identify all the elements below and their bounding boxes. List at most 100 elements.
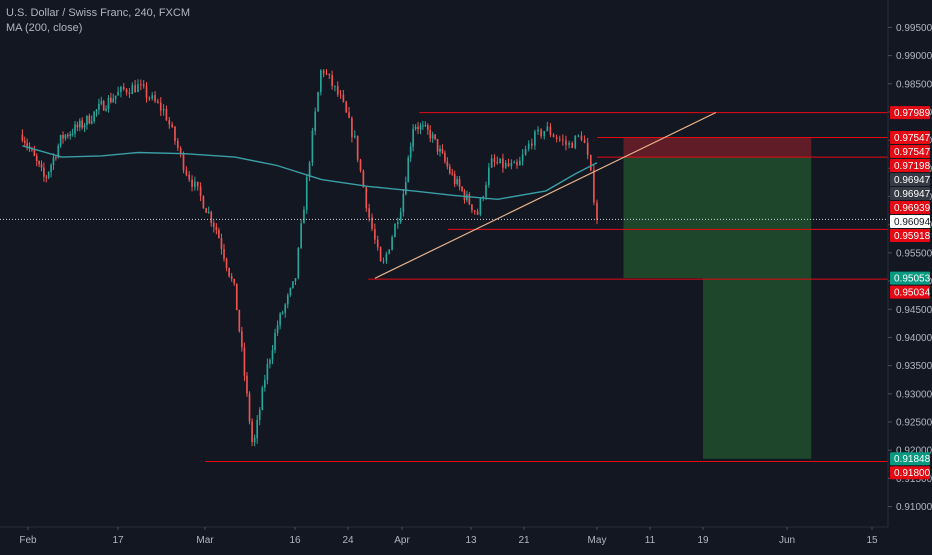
- candle-body: [446, 161, 449, 167]
- candle-body: [527, 143, 530, 149]
- price-label-box: [890, 200, 930, 214]
- y-tick-label: 0.94000: [896, 333, 932, 344]
- price-label-box: [890, 214, 930, 228]
- candle-body: [134, 85, 136, 93]
- y-tick-label: 0.99000: [896, 51, 932, 62]
- candle-body: [593, 170, 595, 203]
- candle-body: [463, 190, 466, 201]
- candle-body: [555, 137, 558, 139]
- candle-body: [308, 162, 311, 178]
- candle-body: [117, 91, 119, 96]
- candle-body: [248, 393, 251, 422]
- candle-body: [402, 194, 405, 213]
- candle-body: [596, 202, 598, 220]
- candle-body: [558, 138, 561, 140]
- candle-body: [246, 375, 248, 394]
- candle-body: [210, 211, 213, 223]
- price-label-box: [890, 466, 930, 480]
- candle-body: [552, 134, 555, 138]
- candle-body: [419, 125, 422, 130]
- candle-body: [488, 167, 490, 186]
- candle-body: [549, 126, 552, 135]
- candle-body: [441, 148, 444, 153]
- candle-body: [317, 92, 319, 112]
- candle-body: [439, 148, 441, 152]
- candle-body: [215, 226, 218, 230]
- candle-body: [157, 101, 159, 103]
- price-label: 0.95053: [894, 274, 931, 285]
- candle-body: [174, 126, 176, 142]
- candle-body: [589, 154, 592, 171]
- y-tick-label: 0.92500: [896, 417, 932, 428]
- price-label-box: [890, 144, 930, 158]
- price-label: 0.96947: [894, 175, 931, 186]
- candle-body: [397, 222, 399, 224]
- candle-body: [142, 84, 145, 87]
- candle-body: [66, 134, 69, 137]
- candle-body: [98, 103, 100, 110]
- price-label-box: [890, 186, 930, 200]
- candle-body: [297, 247, 300, 279]
- candle-body: [451, 173, 454, 175]
- candle-body: [331, 75, 333, 87]
- candle-body: [513, 162, 516, 164]
- candle-body: [202, 196, 205, 209]
- candle-body: [426, 125, 429, 130]
- candle-body: [269, 359, 271, 364]
- candle-body: [414, 126, 417, 129]
- candle-body: [105, 108, 107, 111]
- candle-body: [468, 194, 471, 205]
- candle-body: [57, 145, 60, 158]
- candle-body: [81, 120, 84, 128]
- candle-body: [251, 421, 253, 443]
- candle-body: [458, 179, 461, 187]
- x-tick-label: Apr: [394, 535, 410, 546]
- candle-body: [379, 247, 382, 262]
- candle-body: [107, 97, 110, 109]
- candle-body: [199, 186, 202, 197]
- candle-body: [342, 94, 345, 102]
- candle-body: [261, 387, 264, 410]
- price-label: 0.97547: [894, 147, 931, 158]
- candle-body: [444, 152, 446, 162]
- candle-body: [456, 179, 458, 185]
- candle-body: [148, 97, 151, 99]
- y-tick-label: 0.91000: [896, 502, 932, 513]
- symbol-title: U.S. Dollar / Swiss Franc, 240, FXCM: [6, 7, 190, 19]
- x-tick-label: Jun: [779, 535, 795, 546]
- price-label-box: [890, 172, 930, 186]
- candle-body: [322, 70, 325, 74]
- price-label-box: [890, 130, 930, 144]
- candle-body: [493, 158, 496, 162]
- candle-body: [182, 153, 185, 171]
- candle-body: [45, 176, 48, 178]
- candle-body: [311, 130, 314, 163]
- candle-body: [345, 101, 348, 113]
- candle-body: [52, 157, 55, 165]
- candle-body: [179, 148, 182, 154]
- candle-body: [422, 125, 424, 127]
- price-label-box: [890, 271, 930, 285]
- candle-body: [76, 124, 79, 128]
- candle-body: [568, 142, 570, 145]
- candle-body: [253, 438, 256, 443]
- candle-body: [162, 109, 165, 111]
- price-label-box: [890, 285, 930, 299]
- candle-body: [145, 86, 148, 98]
- candle-body: [140, 84, 142, 86]
- candle-body: [207, 211, 210, 213]
- candle-body: [530, 143, 533, 146]
- candle-body: [368, 208, 370, 218]
- candle-body: [168, 120, 171, 125]
- candle-body: [417, 126, 419, 130]
- candle-body: [78, 120, 81, 128]
- moving-average-line: [22, 145, 598, 201]
- candle-body: [412, 128, 414, 147]
- candle-body: [38, 160, 40, 165]
- price-label: 0.97198: [894, 161, 931, 172]
- y-tick-label: 0.98500: [896, 79, 932, 90]
- candle-body: [580, 135, 583, 140]
- price-label: 0.95918: [894, 231, 931, 242]
